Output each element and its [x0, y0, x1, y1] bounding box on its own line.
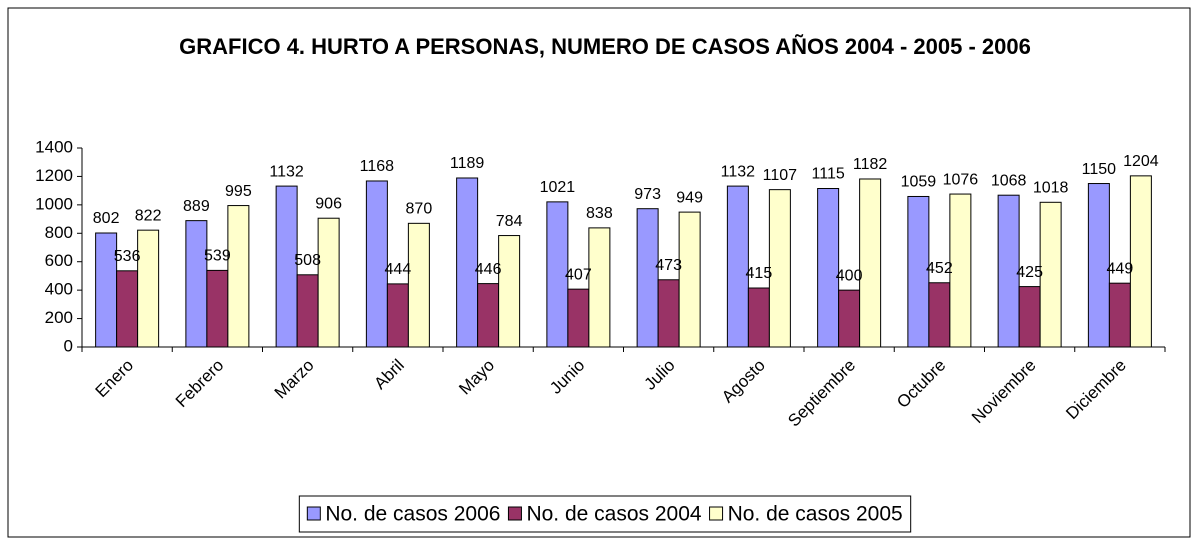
- data-label: 1018: [1033, 180, 1069, 197]
- legend-swatch: [709, 506, 724, 521]
- data-label: 473: [655, 257, 682, 274]
- bar: [477, 283, 500, 348]
- data-label: 1059: [901, 174, 937, 191]
- data-label: 822: [135, 207, 162, 224]
- y-tick-label: 0: [64, 336, 73, 355]
- bar: [185, 220, 208, 348]
- y-tick-label: 600: [45, 251, 73, 270]
- bar: [747, 287, 770, 348]
- bar: [768, 189, 791, 348]
- bar: [588, 227, 611, 348]
- x-tick-label: Abril: [370, 356, 407, 393]
- bar: [636, 208, 659, 348]
- x-tick-label: Enero: [92, 356, 138, 402]
- data-label: 889: [183, 198, 210, 215]
- data-label: 1107: [763, 167, 798, 184]
- data-label: 802: [93, 210, 120, 227]
- data-label: 400: [836, 267, 863, 284]
- legend-swatch: [306, 506, 321, 521]
- data-label: 415: [746, 265, 773, 282]
- bar: [317, 217, 340, 348]
- x-tick-label: Agosto: [718, 356, 769, 407]
- x-tick-label: Noviembre: [968, 356, 1040, 428]
- x-tick-label: Octubre: [893, 356, 949, 412]
- legend-label: No. de casos 2005: [728, 503, 903, 526]
- bar: [859, 178, 882, 348]
- bar: [1018, 286, 1041, 348]
- x-tick-label: Marzo: [271, 356, 318, 403]
- y-tick-label: 1000: [35, 194, 73, 213]
- data-label: 1132: [721, 163, 756, 180]
- data-label: 425: [1016, 264, 1043, 281]
- x-tick-label: Julio: [640, 356, 678, 394]
- data-label: 1182: [853, 156, 888, 173]
- bar: [498, 235, 521, 348]
- data-label: 1068: [991, 172, 1027, 189]
- data-label: 995: [225, 183, 252, 200]
- data-label: 1076: [943, 171, 979, 188]
- bar: [407, 222, 430, 348]
- data-label: 1150: [1082, 161, 1117, 178]
- bar: [657, 279, 680, 348]
- data-label: 444: [385, 261, 412, 278]
- chart-frame: [7, 7, 1191, 538]
- bar: [296, 274, 319, 348]
- bar: [1129, 175, 1152, 348]
- y-tick-label: 1200: [35, 166, 73, 185]
- y-tick-label: 800: [45, 223, 73, 242]
- data-label: 407: [565, 266, 592, 283]
- bar: [838, 289, 861, 348]
- legend-label: No. de casos 2006: [325, 503, 500, 526]
- bar: [386, 283, 409, 348]
- bar: [116, 270, 139, 348]
- bar: [227, 205, 250, 348]
- data-label: 784: [496, 213, 523, 230]
- data-label: 449: [1107, 260, 1134, 277]
- bar: [678, 211, 701, 348]
- data-label: 539: [204, 248, 231, 265]
- data-label: 1115: [812, 166, 845, 183]
- data-label: 452: [926, 260, 953, 277]
- x-tick-label: Febrero: [172, 356, 228, 412]
- bar: [949, 193, 972, 348]
- bar: [1108, 282, 1131, 348]
- data-label: 1189: [450, 155, 485, 172]
- y-tick-label: 400: [45, 280, 73, 299]
- y-tick-label: 200: [45, 308, 73, 327]
- data-label: 1132: [269, 163, 304, 180]
- legend-box: [298, 495, 912, 533]
- data-label: 906: [315, 195, 342, 212]
- data-label: 838: [586, 205, 613, 222]
- x-tick-label: Diciembre: [1062, 356, 1130, 424]
- legend-swatch: [507, 506, 522, 521]
- x-tick-label: Mayo: [455, 356, 498, 399]
- data-label: 1168: [360, 158, 395, 175]
- data-label: 508: [294, 252, 321, 269]
- data-label: 973: [634, 186, 661, 203]
- data-label: 870: [406, 201, 433, 218]
- data-label: 1204: [1123, 153, 1159, 170]
- legend-label: No. de casos 2004: [526, 503, 701, 526]
- chart-title: GRAFICO 4. HURTO A PERSONAS, NUMERO DE C…: [179, 34, 1031, 59]
- data-label: 1021: [540, 179, 576, 196]
- bar: [928, 282, 951, 348]
- bar: [1039, 201, 1062, 348]
- data-label: 536: [114, 248, 141, 265]
- bar: [567, 288, 590, 348]
- data-label: 446: [475, 261, 502, 278]
- x-tick-label: Septiembre: [784, 356, 859, 431]
- bar: [137, 229, 160, 348]
- x-tick-label: Junio: [546, 356, 588, 398]
- bar: [206, 269, 229, 348]
- y-tick-label: 1400: [35, 137, 73, 156]
- data-label: 949: [676, 189, 703, 206]
